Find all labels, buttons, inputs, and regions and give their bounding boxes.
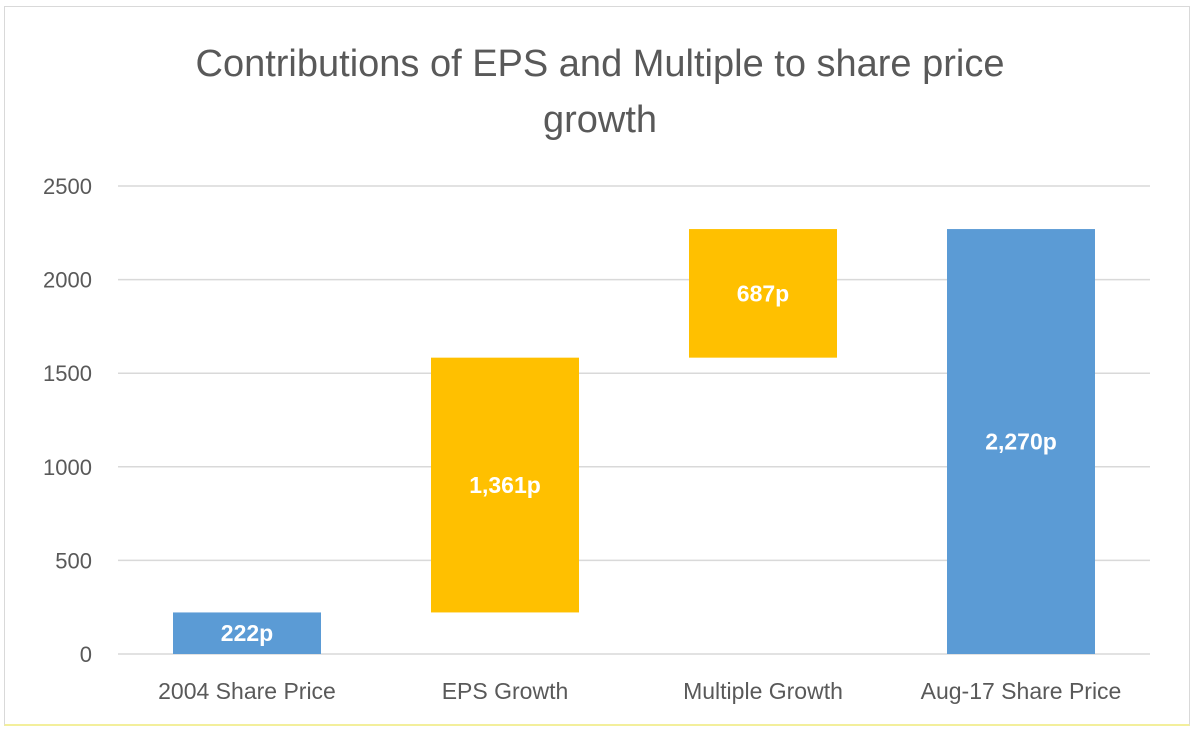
data-label: 222p <box>221 620 273 646</box>
x-tick-label: EPS Growth <box>442 678 569 704</box>
y-tick-label: 2500 <box>43 174 92 199</box>
bar-2004-share-price <box>173 612 321 654</box>
x-axis-ticks: 2004 Share Price EPS Growth Multiple Growt… <box>158 678 1121 704</box>
data-label: 1,361p <box>469 472 541 498</box>
chart-title-line-2: growth <box>543 99 657 141</box>
y-axis-ticks: 0 500 1000 1500 2000 2500 <box>43 174 92 667</box>
chart-title-line-1: Contributions of EPS and Multiple to sha… <box>196 43 1005 85</box>
y-tick-label: 1000 <box>43 455 92 480</box>
data-label: 687p <box>737 280 789 306</box>
x-tick-label: 2004 Share Price <box>158 678 336 704</box>
x-tick-label: Multiple Growth <box>683 678 843 704</box>
bars <box>173 229 1095 654</box>
data-labels: 222p 1,361p 687p 2,270p <box>221 280 1057 646</box>
bar-multiple-growth <box>689 229 837 358</box>
bar-aug-17-share-price <box>947 229 1095 654</box>
x-tick-label: Aug-17 Share Price <box>921 678 1122 704</box>
bar-eps-growth <box>431 357 579 613</box>
y-tick-label: 0 <box>80 642 92 667</box>
y-tick-label: 1500 <box>43 361 92 386</box>
y-tick-label: 2000 <box>43 268 92 293</box>
chart-title: Contributions of EPS and Multiple to sha… <box>196 43 1005 141</box>
data-label: 2,270p <box>985 429 1057 455</box>
y-tick-label: 500 <box>55 548 92 573</box>
